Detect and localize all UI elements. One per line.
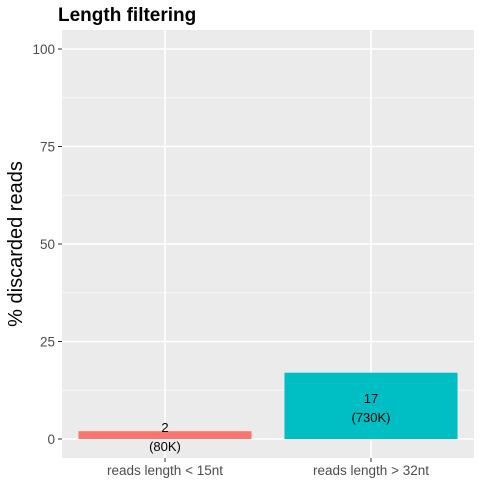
y-tick-label: 100 (32, 42, 55, 57)
bar-value-label: 2 (161, 420, 168, 435)
bar (284, 372, 458, 439)
y-tick-label: 25 (40, 335, 55, 350)
x-tick-label: reads length < 15nt (107, 463, 223, 478)
chart-title: Length filtering (58, 5, 196, 26)
bar-count-label: (80K) (149, 439, 181, 454)
bar-count-label: (730K) (351, 410, 390, 425)
y-axis-title: % discarded reads (5, 161, 27, 327)
x-axis: reads length < 15nt reads length > 32nt (107, 458, 429, 478)
bar-value-label: 17 (364, 391, 378, 406)
y-tick-label: 75 (40, 140, 55, 155)
y-axis: 0 25 50 75 100 (32, 42, 62, 447)
bar (78, 431, 252, 439)
bars (78, 372, 458, 439)
y-tick-label: 0 (47, 432, 55, 447)
y-tick-label: 50 (40, 237, 55, 252)
bar-labels: 2 (80K) 17 (730K) (149, 391, 390, 454)
x-tick-label: reads length > 32nt (313, 463, 429, 478)
